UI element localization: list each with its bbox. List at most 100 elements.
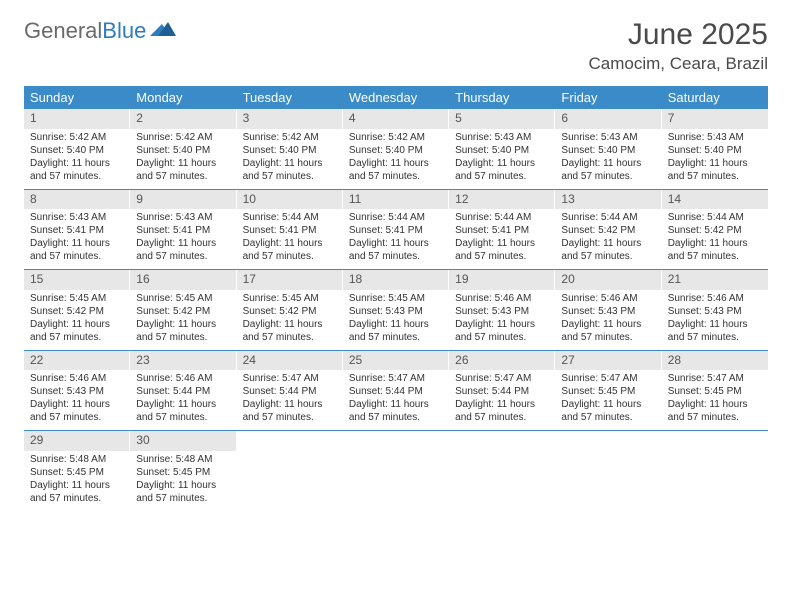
day-body: Sunrise: 5:44 AMSunset: 5:41 PMDaylight:… — [237, 209, 343, 269]
daylight-line: Daylight: 11 hours and 57 minutes. — [349, 157, 443, 183]
day-number: 27 — [555, 351, 661, 371]
day-cell: 29Sunrise: 5:48 AMSunset: 5:45 PMDayligh… — [24, 431, 130, 511]
daylight-line: Daylight: 11 hours and 57 minutes. — [349, 398, 443, 424]
sunset-line: Sunset: 5:42 PM — [243, 305, 337, 318]
sunset-line: Sunset: 5:40 PM — [30, 144, 124, 157]
header: GeneralBlue June 2025 Camocim, Ceara, Br… — [24, 18, 768, 74]
day-cell: 19Sunrise: 5:46 AMSunset: 5:43 PMDayligh… — [449, 270, 555, 350]
sunrise-line: Sunrise: 5:43 AM — [561, 131, 655, 144]
week-row: 29Sunrise: 5:48 AMSunset: 5:45 PMDayligh… — [24, 430, 768, 511]
day-body: Sunrise: 5:44 AMSunset: 5:41 PMDaylight:… — [343, 209, 449, 269]
day-cell: 1Sunrise: 5:42 AMSunset: 5:40 PMDaylight… — [24, 109, 130, 189]
day-number: 24 — [237, 351, 343, 371]
day-body: Sunrise: 5:47 AMSunset: 5:44 PMDaylight:… — [237, 370, 343, 430]
week-row: 22Sunrise: 5:46 AMSunset: 5:43 PMDayligh… — [24, 350, 768, 431]
sunrise-line: Sunrise: 5:48 AM — [30, 453, 124, 466]
sunrise-line: Sunrise: 5:45 AM — [30, 292, 124, 305]
day-body: Sunrise: 5:45 AMSunset: 5:42 PMDaylight:… — [24, 290, 130, 350]
day-body: Sunrise: 5:44 AMSunset: 5:42 PMDaylight:… — [662, 209, 768, 269]
day-body: Sunrise: 5:42 AMSunset: 5:40 PMDaylight:… — [24, 129, 130, 189]
day-cell: 22Sunrise: 5:46 AMSunset: 5:43 PMDayligh… — [24, 351, 130, 431]
daylight-line: Daylight: 11 hours and 57 minutes. — [243, 237, 337, 263]
sunset-line: Sunset: 5:40 PM — [561, 144, 655, 157]
sunset-line: Sunset: 5:42 PM — [30, 305, 124, 318]
week-row: 1Sunrise: 5:42 AMSunset: 5:40 PMDaylight… — [24, 109, 768, 189]
brand-part2: Blue — [102, 18, 146, 44]
daylight-line: Daylight: 11 hours and 57 minutes. — [349, 237, 443, 263]
day-number: 22 — [24, 351, 130, 371]
day-body: Sunrise: 5:45 AMSunset: 5:43 PMDaylight:… — [343, 290, 449, 350]
day-cell: 7Sunrise: 5:43 AMSunset: 5:40 PMDaylight… — [662, 109, 768, 189]
daylight-line: Daylight: 11 hours and 57 minutes. — [136, 479, 230, 505]
day-cell: 20Sunrise: 5:46 AMSunset: 5:43 PMDayligh… — [555, 270, 661, 350]
daylight-line: Daylight: 11 hours and 57 minutes. — [30, 157, 124, 183]
day-body: Sunrise: 5:44 AMSunset: 5:41 PMDaylight:… — [449, 209, 555, 269]
day-body: Sunrise: 5:43 AMSunset: 5:40 PMDaylight:… — [662, 129, 768, 189]
sunrise-line: Sunrise: 5:47 AM — [561, 372, 655, 385]
day-body: Sunrise: 5:45 AMSunset: 5:42 PMDaylight:… — [130, 290, 236, 350]
sunset-line: Sunset: 5:40 PM — [455, 144, 549, 157]
day-cell: .. — [662, 431, 768, 511]
day-header-cell: Wednesday — [343, 86, 449, 109]
day-header-cell: Saturday — [662, 86, 768, 109]
daylight-line: Daylight: 11 hours and 57 minutes. — [30, 479, 124, 505]
daylight-line: Daylight: 11 hours and 57 minutes. — [243, 398, 337, 424]
day-cell: 16Sunrise: 5:45 AMSunset: 5:42 PMDayligh… — [130, 270, 236, 350]
daylight-line: Daylight: 11 hours and 57 minutes. — [455, 318, 549, 344]
day-body: Sunrise: 5:48 AMSunset: 5:45 PMDaylight:… — [130, 451, 236, 511]
day-number: 4 — [343, 109, 449, 129]
day-number: 23 — [130, 351, 236, 371]
daylight-line: Daylight: 11 hours and 57 minutes. — [561, 157, 655, 183]
day-cell: 9Sunrise: 5:43 AMSunset: 5:41 PMDaylight… — [130, 190, 236, 270]
sunset-line: Sunset: 5:45 PM — [668, 385, 762, 398]
sunset-line: Sunset: 5:41 PM — [243, 224, 337, 237]
day-body: Sunrise: 5:46 AMSunset: 5:43 PMDaylight:… — [662, 290, 768, 350]
sunrise-line: Sunrise: 5:46 AM — [668, 292, 762, 305]
day-body: Sunrise: 5:48 AMSunset: 5:45 PMDaylight:… — [24, 451, 130, 511]
day-cell: 12Sunrise: 5:44 AMSunset: 5:41 PMDayligh… — [449, 190, 555, 270]
sunrise-line: Sunrise: 5:42 AM — [243, 131, 337, 144]
day-cell: 21Sunrise: 5:46 AMSunset: 5:43 PMDayligh… — [662, 270, 768, 350]
sunset-line: Sunset: 5:44 PM — [455, 385, 549, 398]
day-body: Sunrise: 5:46 AMSunset: 5:43 PMDaylight:… — [449, 290, 555, 350]
daylight-line: Daylight: 11 hours and 57 minutes. — [136, 157, 230, 183]
day-body: Sunrise: 5:47 AMSunset: 5:45 PMDaylight:… — [662, 370, 768, 430]
day-number: 20 — [555, 270, 661, 290]
day-number: 13 — [555, 190, 661, 210]
day-cell: 6Sunrise: 5:43 AMSunset: 5:40 PMDaylight… — [555, 109, 661, 189]
daylight-line: Daylight: 11 hours and 57 minutes. — [30, 237, 124, 263]
day-cell: 25Sunrise: 5:47 AMSunset: 5:44 PMDayligh… — [343, 351, 449, 431]
day-cell: 17Sunrise: 5:45 AMSunset: 5:42 PMDayligh… — [237, 270, 343, 350]
day-cell: 2Sunrise: 5:42 AMSunset: 5:40 PMDaylight… — [130, 109, 236, 189]
day-body: Sunrise: 5:42 AMSunset: 5:40 PMDaylight:… — [343, 129, 449, 189]
sunset-line: Sunset: 5:41 PM — [349, 224, 443, 237]
day-number: 25 — [343, 351, 449, 371]
day-number: 8 — [24, 190, 130, 210]
sunset-line: Sunset: 5:44 PM — [136, 385, 230, 398]
day-cell: 15Sunrise: 5:45 AMSunset: 5:42 PMDayligh… — [24, 270, 130, 350]
day-cell: 26Sunrise: 5:47 AMSunset: 5:44 PMDayligh… — [449, 351, 555, 431]
sunset-line: Sunset: 5:45 PM — [30, 466, 124, 479]
day-cell: 24Sunrise: 5:47 AMSunset: 5:44 PMDayligh… — [237, 351, 343, 431]
day-number: 3 — [237, 109, 343, 129]
sunset-line: Sunset: 5:42 PM — [136, 305, 230, 318]
day-cell: 4Sunrise: 5:42 AMSunset: 5:40 PMDaylight… — [343, 109, 449, 189]
day-number: 9 — [130, 190, 236, 210]
sunrise-line: Sunrise: 5:43 AM — [30, 211, 124, 224]
sunset-line: Sunset: 5:45 PM — [136, 466, 230, 479]
sunrise-line: Sunrise: 5:44 AM — [668, 211, 762, 224]
sunrise-line: Sunrise: 5:43 AM — [668, 131, 762, 144]
day-cell: 3Sunrise: 5:42 AMSunset: 5:40 PMDaylight… — [237, 109, 343, 189]
sunset-line: Sunset: 5:41 PM — [455, 224, 549, 237]
sunrise-line: Sunrise: 5:44 AM — [561, 211, 655, 224]
day-body: Sunrise: 5:43 AMSunset: 5:40 PMDaylight:… — [449, 129, 555, 189]
sunrise-line: Sunrise: 5:43 AM — [136, 211, 230, 224]
sunrise-line: Sunrise: 5:42 AM — [349, 131, 443, 144]
day-cell: 28Sunrise: 5:47 AMSunset: 5:45 PMDayligh… — [662, 351, 768, 431]
week-row: 15Sunrise: 5:45 AMSunset: 5:42 PMDayligh… — [24, 269, 768, 350]
sunrise-line: Sunrise: 5:44 AM — [349, 211, 443, 224]
daylight-line: Daylight: 11 hours and 57 minutes. — [668, 237, 762, 263]
day-number: 15 — [24, 270, 130, 290]
daylight-line: Daylight: 11 hours and 57 minutes. — [455, 157, 549, 183]
day-body: Sunrise: 5:47 AMSunset: 5:45 PMDaylight:… — [555, 370, 661, 430]
